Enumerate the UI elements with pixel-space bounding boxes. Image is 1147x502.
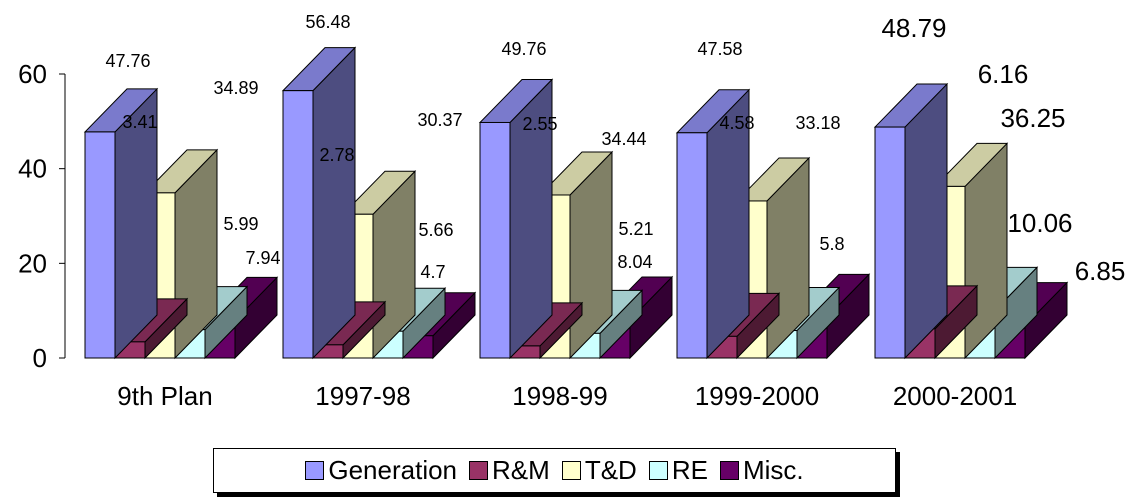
data-label-rm-2: 2.55 <box>522 114 557 134</box>
data-label-misc-0: 7.94 <box>245 248 280 268</box>
legend-item-td: T&D <box>561 455 637 486</box>
data-label-re-1: 5.66 <box>418 220 453 240</box>
y-tick-label-40: 40 <box>18 154 47 184</box>
legend-label: Misc. <box>742 455 804 485</box>
legend-swatch <box>561 461 581 480</box>
legend-swatch <box>305 461 325 480</box>
plot-area: 0 20 40 60 47.76 3.41 34.89 5.99 7.94 56.48 2.78 30… <box>18 12 1125 411</box>
legend-label: RE <box>671 455 708 485</box>
data-label-misc-4: 6.85 <box>1075 256 1126 286</box>
data-label-rm-4: 6.16 <box>978 59 1029 89</box>
data-label-re-2: 5.21 <box>618 219 653 239</box>
legend-swatch <box>469 461 489 480</box>
legend-label: R&M <box>492 455 550 485</box>
data-label-misc-1: 4.7 <box>420 262 445 282</box>
bar-generation-2 <box>479 121 511 359</box>
data-label-generation-0: 47.76 <box>105 51 150 71</box>
legend-label: T&D <box>584 455 637 485</box>
y-tick-label-20: 20 <box>18 248 47 278</box>
data-label-generation-3: 47.58 <box>697 39 742 59</box>
y-tick-label-60: 60 <box>18 59 47 89</box>
data-label-re-4: 10.06 <box>1007 208 1072 238</box>
x-tick-label-1: 1997-98 <box>315 381 410 411</box>
data-label-generation-4: 48.79 <box>881 13 946 43</box>
legend-label: Generation <box>328 455 458 485</box>
x-tick-label-0: 9th Plan <box>117 381 212 411</box>
x-tick-label-3: 1999-2000 <box>695 381 819 411</box>
bar-generation-1 <box>282 90 314 359</box>
data-label-generation-2: 49.76 <box>501 39 546 59</box>
data-label-rm-1: 2.78 <box>319 145 354 165</box>
legend-item-misc: Misc. <box>719 455 804 486</box>
data-label-td-1: 30.37 <box>417 110 462 130</box>
legend-item-generation: Generation <box>305 455 457 486</box>
data-label-td-4: 36.25 <box>1000 103 1065 133</box>
legend: Generation R&M T&D RE Misc. <box>213 448 896 493</box>
bar-generation-4 <box>874 126 906 359</box>
bar-side-generation-1 <box>312 46 356 360</box>
data-label-rm-0: 3.41 <box>122 112 157 132</box>
data-label-td-3: 33.18 <box>795 113 840 133</box>
legend-swatch <box>648 461 668 480</box>
legend-item-rm: R&M <box>469 455 550 486</box>
data-label-re-3: 5.8 <box>819 234 844 254</box>
legend-item-re: RE <box>648 455 708 486</box>
data-label-rm-3: 4.58 <box>719 113 754 133</box>
data-label-td-0: 34.89 <box>213 78 258 98</box>
data-label-misc-2: 8.04 <box>617 252 652 272</box>
y-tick-label-0: 0 <box>33 343 47 373</box>
legend-swatch <box>719 461 739 480</box>
x-tick-label-2: 1998-99 <box>512 381 607 411</box>
bar-generation-0 <box>84 131 116 359</box>
data-label-re-0: 5.99 <box>223 214 258 234</box>
data-label-td-2: 34.44 <box>601 129 646 149</box>
bar-side-generation-4 <box>904 82 948 360</box>
bar-generation-3 <box>676 132 708 359</box>
data-label-generation-1: 56.48 <box>305 12 350 32</box>
x-tick-label-4: 2000-2001 <box>893 381 1017 411</box>
bar-chart: 0 20 40 60 47.76 3.41 34.89 5.99 7.94 56.48 2.78 30… <box>18 12 1125 411</box>
